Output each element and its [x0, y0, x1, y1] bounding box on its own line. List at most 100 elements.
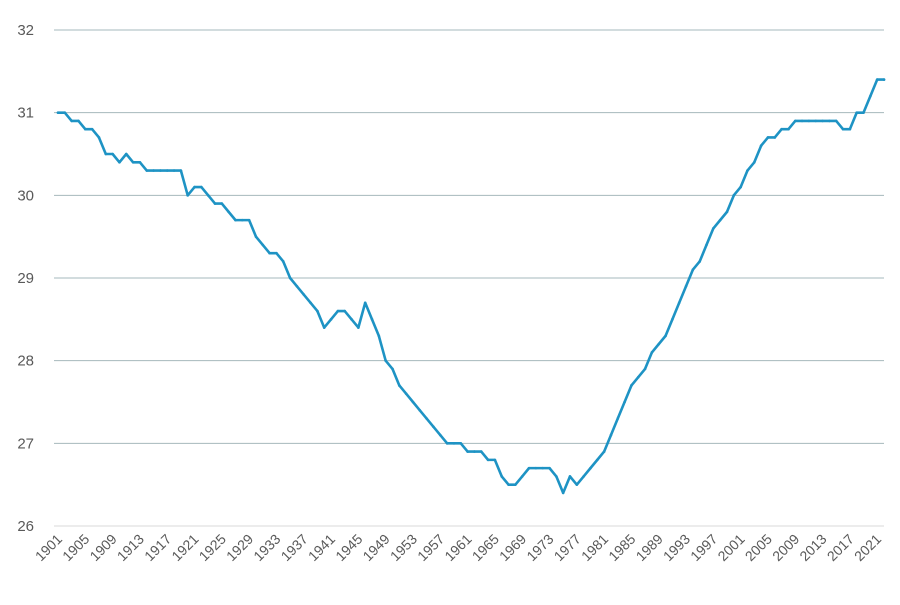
data-point	[152, 169, 155, 172]
data-point	[739, 185, 742, 189]
series-layer	[56, 78, 886, 495]
y-tick-label: 26	[17, 518, 34, 535]
data-point	[124, 152, 128, 156]
data-point	[718, 218, 722, 222]
data-point	[363, 301, 367, 305]
data-point	[882, 78, 886, 81]
data-point	[309, 301, 312, 305]
data-point	[377, 334, 381, 338]
x-tick-label: 1961	[441, 531, 474, 564]
data-point	[206, 194, 210, 197]
data-point	[869, 94, 872, 98]
data-point	[281, 260, 285, 263]
data-point	[862, 111, 865, 114]
data-point	[84, 127, 87, 131]
data-point	[343, 309, 347, 313]
data-point	[288, 276, 292, 280]
x-tick-label: 1945	[332, 531, 365, 564]
data-point	[595, 458, 599, 462]
y-tick-label: 28	[17, 353, 34, 370]
data-point	[602, 450, 606, 453]
x-tick-label: 2021	[851, 531, 884, 564]
data-point	[316, 309, 319, 313]
data-point	[828, 119, 831, 123]
x-tick-label: 1929	[223, 531, 256, 564]
data-point	[568, 475, 572, 478]
x-tick-label: 1925	[196, 531, 229, 564]
data-point	[179, 169, 183, 172]
data-point	[643, 367, 647, 371]
data-point	[261, 243, 265, 247]
data-point	[336, 309, 340, 313]
data-point	[425, 417, 428, 420]
x-tick-label: 1981	[578, 531, 611, 564]
x-tick-label: 2009	[769, 531, 802, 564]
data-point	[575, 483, 579, 486]
data-point	[677, 301, 681, 305]
data-point	[561, 491, 565, 495]
data-point	[138, 160, 142, 164]
data-point	[500, 475, 504, 478]
data-point	[725, 210, 729, 214]
data-point	[145, 169, 149, 172]
x-tick-label: 2001	[714, 531, 747, 564]
data-point	[705, 243, 708, 247]
data-point	[507, 483, 510, 486]
y-tick-label: 29	[17, 270, 34, 287]
x-tick-label: 1953	[387, 531, 420, 564]
data-point	[159, 169, 162, 172]
data-point	[814, 119, 818, 123]
data-point	[582, 475, 585, 478]
data-point	[698, 260, 701, 263]
data-point	[807, 119, 811, 123]
x-tick-label: 1965	[469, 531, 502, 564]
data-point	[234, 218, 237, 222]
x-tick-label: 1933	[250, 531, 283, 564]
x-tick-label: 2005	[742, 531, 775, 564]
data-point	[193, 185, 196, 189]
data-point	[636, 375, 640, 379]
data-point	[63, 111, 67, 114]
data-point	[418, 408, 422, 412]
x-tick-label: 1989	[633, 531, 666, 564]
x-tick-label: 1949	[359, 531, 392, 564]
data-point	[527, 466, 531, 470]
x-tick-label: 1993	[660, 531, 693, 564]
x-tick-label: 1905	[59, 531, 92, 564]
data-point	[398, 384, 401, 387]
x-axis-ticks: 1901190519091913191719211925192919331937…	[32, 531, 885, 564]
data-point	[793, 119, 797, 123]
x-tick-label: 2017	[824, 531, 857, 564]
y-tick-label: 32	[17, 22, 34, 39]
data-point	[370, 318, 374, 321]
x-tick-label: 1917	[141, 531, 174, 564]
data-point	[438, 433, 442, 437]
x-tick-label: 1937	[278, 531, 311, 564]
data-point	[473, 450, 476, 453]
data-point	[241, 218, 244, 222]
x-tick-label: 1969	[496, 531, 529, 564]
data-point	[104, 152, 108, 156]
data-point	[213, 202, 217, 205]
x-tick-label: 1901	[32, 531, 65, 564]
data-point	[684, 284, 688, 288]
data-point	[541, 466, 544, 470]
data-point	[548, 466, 551, 470]
data-point	[97, 136, 101, 139]
x-tick-label: 1957	[414, 531, 447, 564]
data-point	[131, 160, 135, 164]
data-point	[773, 136, 777, 139]
data-point	[671, 318, 674, 321]
data-point	[432, 425, 435, 429]
data-point	[111, 152, 114, 156]
data-point	[650, 351, 654, 354]
x-tick-label: 1973	[523, 531, 556, 564]
data-point	[302, 293, 306, 296]
x-tick-label: 1909	[86, 531, 119, 564]
data-point	[787, 127, 790, 131]
x-tick-label: 1913	[114, 531, 147, 564]
y-tick-label: 31	[17, 105, 34, 122]
data-point	[555, 475, 558, 478]
data-point	[753, 160, 756, 164]
